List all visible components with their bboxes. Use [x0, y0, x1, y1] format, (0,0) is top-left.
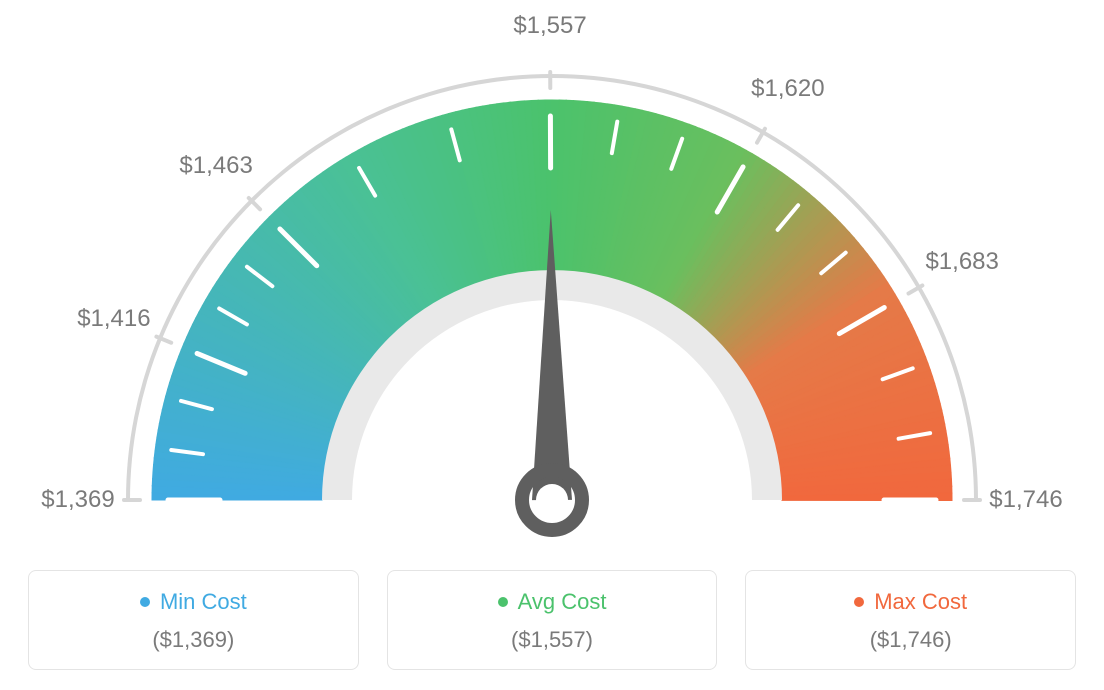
cost-gauge-container: $1,369 $1,416 $1,463 $1,557 $1,620 $1,683 $1,7…: [0, 0, 1104, 690]
legend-card-min: Min Cost ($1,369): [28, 570, 359, 670]
legend-dot-min: [140, 597, 150, 607]
legend-title-min: Min Cost: [160, 589, 247, 615]
gauge-tick-label: $1,369: [41, 486, 114, 514]
legend-value-avg: ($1,557): [398, 627, 707, 653]
legend-value-max: ($1,746): [756, 627, 1065, 653]
gauge-tick-label: $1,463: [179, 152, 252, 180]
legend-card-max: Max Cost ($1,746): [745, 570, 1076, 670]
gauge-tick-label: $1,620: [751, 75, 824, 103]
legend-title-avg: Avg Cost: [518, 589, 607, 615]
gauge-tick-label: $1,683: [925, 248, 998, 276]
gauge-tick-label: $1,557: [513, 12, 586, 40]
legend-dot-avg: [498, 597, 508, 607]
legend-card-avg: Avg Cost ($1,557): [387, 570, 718, 670]
legend-title-max: Max Cost: [874, 589, 967, 615]
gauge-tick-label: $1,746: [989, 486, 1062, 514]
legend-row: Min Cost ($1,369) Avg Cost ($1,557) Max …: [0, 570, 1104, 670]
legend-value-min: ($1,369): [39, 627, 348, 653]
gauge-chart: $1,369 $1,416 $1,463 $1,557 $1,620 $1,683 $1,7…: [0, 0, 1104, 560]
legend-dot-max: [854, 597, 864, 607]
gauge-tick-label: $1,416: [77, 305, 150, 333]
